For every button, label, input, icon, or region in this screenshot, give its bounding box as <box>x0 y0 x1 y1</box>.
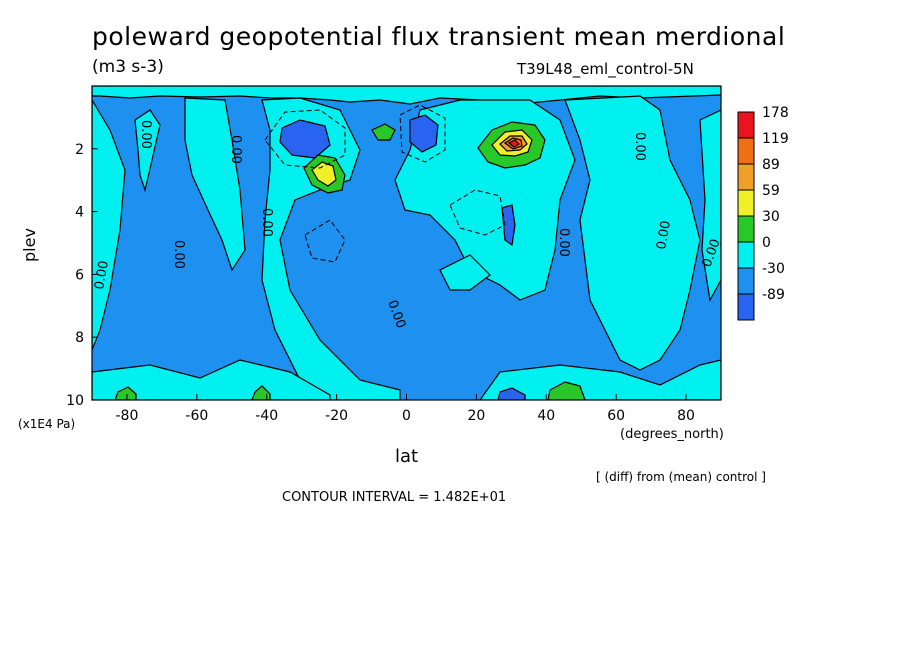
y-tick-label: 10 <box>66 393 84 409</box>
colorbar-label: 0 <box>762 235 771 251</box>
positive-region <box>439 254 491 291</box>
positive-region <box>699 109 721 302</box>
negative-region <box>501 204 516 247</box>
positive-maximum <box>311 161 337 187</box>
contour-label: 0.00 <box>632 132 647 161</box>
contour-interval: CONTOUR INTERVAL = 1.482E+01 <box>282 490 507 505</box>
positive-maximum <box>371 123 396 141</box>
negative-region <box>279 119 331 159</box>
positive-region <box>261 97 401 400</box>
negative-region <box>497 387 526 400</box>
x-axis-label: lat <box>395 446 419 467</box>
positive-region <box>92 359 331 400</box>
colorbar-label: -89 <box>762 287 785 303</box>
x-tick-label: -40 <box>255 408 278 424</box>
colorbar-swatch <box>737 267 755 295</box>
negative-region <box>409 114 439 153</box>
positive-maximum <box>547 381 586 400</box>
y-tick-label: 2 <box>75 142 84 158</box>
colorbar: 178 119 89 59 30 0 -30 -89 <box>737 105 789 321</box>
y-tick-label: 6 <box>75 267 84 283</box>
colorbar-swatch <box>737 163 755 191</box>
positive-maximum <box>251 385 271 400</box>
contour-label: 0.00 <box>259 208 274 237</box>
positive-maximum <box>507 139 520 148</box>
colorbar-swatch <box>737 137 755 165</box>
y-tick-label: 4 <box>75 205 84 221</box>
x-tick-label: -80 <box>116 408 139 424</box>
negative-contour <box>449 189 506 236</box>
colorbar-label: 119 <box>762 131 789 147</box>
chart-units: (m3 s-3) <box>92 57 164 77</box>
colorbar-label: 30 <box>762 209 780 225</box>
negative-contour <box>304 219 346 263</box>
colorbar-swatch <box>737 293 755 321</box>
colorbar-swatch <box>737 215 755 243</box>
y-axis-units: (x1E4 Pa) <box>18 417 76 431</box>
contour-label: 0.00 <box>138 120 153 149</box>
colorbar-swatch <box>737 241 755 269</box>
x-tick-label: -60 <box>185 408 208 424</box>
contour-label: 0.00 <box>556 228 571 257</box>
colorbar-label: 59 <box>762 183 780 199</box>
run-label: T39L48_eml_control-5N <box>517 60 694 78</box>
positive-region <box>184 97 246 272</box>
x-tick-group: -80 -60 -40 -20 0 20 40 60 80 <box>116 394 695 424</box>
colorbar-swatch <box>737 189 755 217</box>
positive-region <box>134 109 161 193</box>
chart-title: poleward geopotential flux transient mea… <box>92 22 786 51</box>
x-tick-label: 60 <box>607 408 625 424</box>
x-axis-units: (degrees_north) <box>620 427 724 442</box>
x-tick-label: 40 <box>537 408 555 424</box>
colorbar-label: 89 <box>762 157 780 173</box>
positive-maximum <box>114 386 137 400</box>
y-tick-label: 8 <box>75 330 84 346</box>
positive-region <box>564 95 701 371</box>
x-tick-label: -20 <box>325 408 348 424</box>
x-tick-label: 20 <box>467 408 485 424</box>
colorbar-swatch <box>737 111 755 139</box>
y-tick-group: 2 4 6 8 10 <box>66 142 98 409</box>
contour-label: 0.00 <box>228 135 243 164</box>
contour-label: 0.00 <box>654 220 674 251</box>
negative-contour <box>264 109 346 169</box>
x-tick-label: 80 <box>677 408 695 424</box>
contour-label: 0.00 <box>171 240 186 269</box>
colorbar-label: 178 <box>762 105 789 121</box>
diff-note: [ (diff) from (mean) control ] <box>596 470 766 484</box>
contour-label: 0.00 <box>92 260 112 291</box>
negative-contour <box>399 104 446 163</box>
colorbar-label: -30 <box>762 261 785 277</box>
x-tick-label: 0 <box>402 408 411 424</box>
positive-region <box>92 98 126 351</box>
positive-region <box>479 359 721 400</box>
